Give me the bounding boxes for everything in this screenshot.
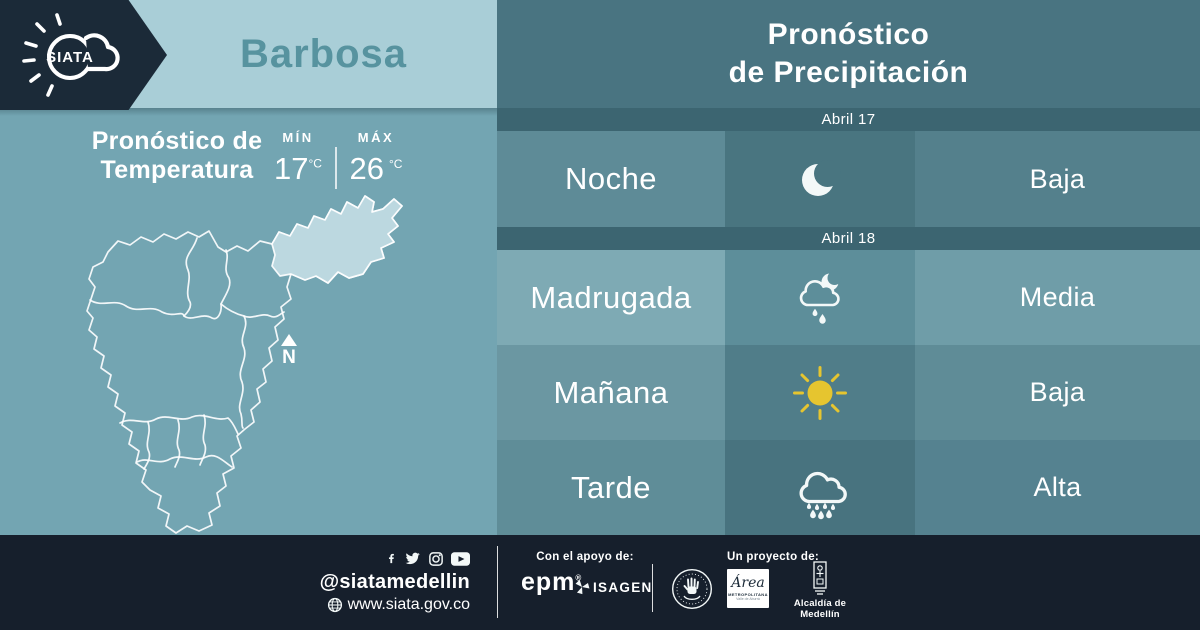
period-label: Mañana (497, 345, 725, 440)
precipitation-title-line1: Pronóstico (767, 18, 930, 51)
instagram-icon[interactable] (428, 551, 444, 567)
alcaldia-emblem-icon (813, 561, 827, 595)
date-strip-april-18: Abril 18 (497, 227, 1200, 250)
forecast-row-tarde: Tarde Alta (497, 440, 1200, 535)
facebook-icon[interactable] (386, 550, 397, 567)
forecast-row-madrugada: Madrugada Media (497, 250, 1200, 345)
temperature-min: MÍN 17°C (266, 130, 330, 187)
isagen-logo: ISAGEN (574, 579, 653, 595)
footer (0, 535, 1200, 630)
area-logo-script: Área (731, 575, 765, 591)
temperature-title: Pronóstico de Temperatura (72, 127, 282, 185)
level-value: Media (915, 250, 1200, 345)
epm-registered-mark: ® (575, 573, 583, 583)
partner-seal-logo (672, 569, 712, 609)
globe-icon (327, 597, 342, 613)
north-arrow-icon (281, 334, 297, 346)
heavy-rain-cloud-icon (725, 440, 915, 535)
aburra-valley-map (86, 195, 403, 534)
sun-icon (725, 345, 915, 440)
isagen-label: ISAGEN (593, 579, 653, 595)
temperature-max: MÁX 26 °C (342, 130, 410, 187)
temperature-title-line1: Pronóstico de (91, 127, 263, 155)
siata-logo-sun-rays (22, 13, 62, 97)
footer-contact-block: @siatamedellin www.siata.gov.co (230, 550, 470, 614)
max-label: MÁX (357, 130, 395, 145)
banner-shadow (0, 108, 497, 116)
footer-divider-2 (652, 564, 653, 612)
north-label: N (282, 347, 296, 368)
twitter-icon[interactable] (404, 551, 421, 566)
website-row[interactable]: www.siata.gov.co (230, 596, 470, 614)
siata-pennant (0, 0, 167, 110)
website-url[interactable]: www.siata.gov.co (347, 596, 470, 613)
period-label: Noche (497, 131, 725, 227)
period-label: Madrugada (497, 250, 725, 345)
precipitation-header: Pronóstico de Precipitación (497, 0, 1200, 108)
siata-logo: SIATA (22, 13, 120, 97)
period-label: Tarde (497, 440, 725, 535)
isagen-pinwheel-icon (575, 579, 590, 595)
level-value: Baja (915, 131, 1200, 227)
forecast-row-manana: Mañana Baja (497, 345, 1200, 440)
rain-cloud-moon-icon (725, 250, 915, 345)
siata-logo-text: SIATA (46, 49, 94, 66)
temperature-title-line2: Temperatura (100, 156, 254, 184)
social-icons (230, 550, 470, 567)
moon-icon (725, 131, 915, 227)
support-label: Con el apoyo de: (536, 551, 634, 563)
map-region-barbosa-highlight (271, 195, 403, 284)
forecast-row-noche: Noche Baja (497, 131, 1200, 227)
min-value: 17°C (274, 151, 322, 186)
map-internal-borders (89, 237, 285, 470)
level-value: Alta (915, 440, 1200, 535)
project-label: Un proyecto de: (727, 551, 820, 563)
temperature-divider (335, 147, 337, 189)
level-value: Baja (915, 345, 1200, 440)
siata-logo-cloud (83, 33, 120, 72)
social-handle: @siatamedellin (319, 571, 470, 593)
footer-divider-1 (497, 546, 498, 618)
north-arrow: N (274, 334, 304, 369)
min-label: MÍN (282, 130, 314, 145)
epm-logo: epm® (521, 568, 583, 596)
seal-hand-glyph (683, 577, 699, 591)
date-strip-april-17: Abril 17 (497, 108, 1200, 131)
min-unit: °C (308, 156, 322, 171)
location-title: Barbosa (239, 31, 408, 76)
area-logo-caption: METROPOLITANA (728, 592, 768, 597)
alcaldia-medellin-logo: Alcaldía de Medellín (777, 561, 863, 620)
precipitation-title-line2: de Precipitación (728, 56, 969, 89)
max-unit: °C (389, 156, 403, 171)
area-metropolitana-logo: Área METROPOLITANA Valle de Aburrá (727, 569, 769, 608)
max-value: 26 °C (349, 151, 403, 186)
youtube-icon[interactable] (451, 551, 470, 566)
area-logo-subcaption: Valle de Aburrá (736, 597, 760, 601)
alcaldia-label: Alcaldía de Medellín (793, 598, 847, 620)
